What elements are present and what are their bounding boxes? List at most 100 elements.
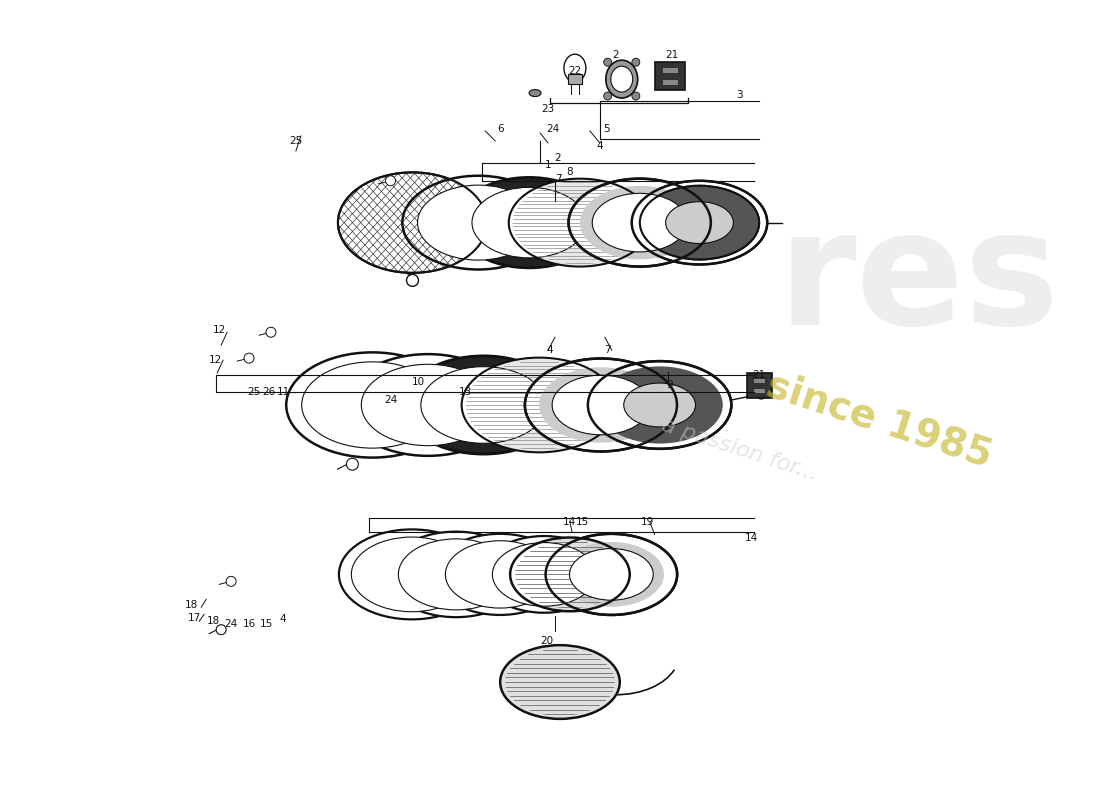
Circle shape bbox=[631, 58, 640, 66]
Text: 21: 21 bbox=[752, 370, 766, 380]
Circle shape bbox=[631, 92, 640, 100]
Ellipse shape bbox=[434, 534, 565, 615]
Text: 18: 18 bbox=[185, 600, 198, 610]
Ellipse shape bbox=[667, 202, 733, 243]
Text: 23: 23 bbox=[541, 104, 554, 114]
Ellipse shape bbox=[418, 185, 539, 260]
Ellipse shape bbox=[455, 178, 603, 268]
Ellipse shape bbox=[546, 534, 678, 615]
Text: 1: 1 bbox=[544, 160, 551, 170]
Ellipse shape bbox=[508, 178, 651, 266]
Ellipse shape bbox=[525, 358, 676, 451]
Text: 6: 6 bbox=[497, 124, 504, 134]
Ellipse shape bbox=[403, 176, 554, 270]
Circle shape bbox=[217, 625, 227, 634]
Text: 16: 16 bbox=[242, 619, 255, 630]
Ellipse shape bbox=[552, 375, 650, 434]
Text: 24: 24 bbox=[384, 395, 397, 405]
Text: 15: 15 bbox=[260, 619, 273, 630]
Ellipse shape bbox=[610, 66, 632, 92]
Ellipse shape bbox=[361, 364, 495, 446]
Ellipse shape bbox=[592, 194, 688, 252]
Text: 25: 25 bbox=[289, 136, 302, 146]
Text: 24: 24 bbox=[224, 619, 238, 630]
Ellipse shape bbox=[344, 354, 512, 456]
Ellipse shape bbox=[421, 366, 547, 443]
Circle shape bbox=[604, 92, 612, 100]
Text: 11: 11 bbox=[277, 387, 290, 397]
Circle shape bbox=[386, 176, 396, 186]
Text: 14: 14 bbox=[563, 517, 576, 526]
Circle shape bbox=[227, 576, 236, 586]
Ellipse shape bbox=[559, 542, 664, 607]
Ellipse shape bbox=[564, 54, 586, 82]
Bar bbox=[654, 62, 684, 90]
Ellipse shape bbox=[301, 362, 443, 448]
Ellipse shape bbox=[493, 542, 595, 606]
Circle shape bbox=[407, 274, 418, 286]
Circle shape bbox=[604, 58, 612, 66]
Ellipse shape bbox=[640, 186, 759, 259]
Ellipse shape bbox=[510, 538, 629, 611]
Ellipse shape bbox=[580, 186, 700, 259]
Bar bbox=[754, 388, 766, 393]
Text: 24: 24 bbox=[547, 124, 560, 134]
Text: since 1985: since 1985 bbox=[761, 366, 997, 474]
Ellipse shape bbox=[587, 361, 732, 449]
Bar bbox=[747, 373, 772, 398]
Ellipse shape bbox=[640, 186, 759, 259]
Text: 7: 7 bbox=[554, 174, 561, 184]
Text: 8: 8 bbox=[566, 166, 573, 177]
Text: 12: 12 bbox=[209, 355, 222, 365]
Circle shape bbox=[244, 353, 254, 363]
Text: 2: 2 bbox=[554, 153, 561, 163]
Bar bbox=[754, 378, 766, 383]
Circle shape bbox=[266, 327, 276, 338]
Text: 7: 7 bbox=[605, 345, 612, 355]
Bar bbox=[661, 67, 678, 73]
Ellipse shape bbox=[404, 356, 564, 454]
Ellipse shape bbox=[529, 90, 541, 97]
Ellipse shape bbox=[338, 172, 487, 273]
Ellipse shape bbox=[596, 366, 723, 443]
Ellipse shape bbox=[666, 202, 734, 243]
Text: 13: 13 bbox=[459, 387, 472, 397]
Ellipse shape bbox=[398, 539, 514, 610]
Circle shape bbox=[346, 458, 359, 470]
Text: res: res bbox=[778, 203, 1059, 358]
Ellipse shape bbox=[539, 367, 662, 442]
Text: 2: 2 bbox=[613, 50, 619, 60]
Ellipse shape bbox=[462, 358, 617, 452]
Ellipse shape bbox=[482, 536, 606, 613]
Text: 17: 17 bbox=[188, 614, 201, 623]
Ellipse shape bbox=[472, 187, 586, 258]
Text: 14: 14 bbox=[745, 533, 758, 542]
Text: 25: 25 bbox=[248, 387, 261, 397]
Bar bbox=[568, 74, 582, 84]
Ellipse shape bbox=[446, 541, 554, 608]
Text: 21: 21 bbox=[666, 50, 679, 60]
Ellipse shape bbox=[606, 60, 638, 98]
Ellipse shape bbox=[386, 532, 526, 617]
Text: 26: 26 bbox=[263, 387, 276, 397]
Text: 4: 4 bbox=[279, 614, 286, 624]
Text: 19: 19 bbox=[641, 517, 654, 526]
Text: 20: 20 bbox=[540, 636, 553, 646]
Text: 10: 10 bbox=[411, 377, 425, 387]
Text: 15: 15 bbox=[576, 517, 590, 526]
Text: 12: 12 bbox=[212, 326, 226, 335]
Text: 9: 9 bbox=[667, 380, 673, 390]
Ellipse shape bbox=[624, 383, 695, 427]
Ellipse shape bbox=[570, 549, 653, 600]
Text: 3: 3 bbox=[736, 90, 743, 100]
Ellipse shape bbox=[569, 178, 711, 266]
Circle shape bbox=[756, 387, 767, 399]
Bar bbox=[661, 79, 678, 85]
Text: 4: 4 bbox=[596, 141, 603, 151]
Ellipse shape bbox=[286, 352, 459, 458]
Ellipse shape bbox=[631, 181, 767, 265]
Text: 18: 18 bbox=[207, 616, 220, 626]
Text: 4: 4 bbox=[547, 345, 553, 355]
Text: 5: 5 bbox=[604, 124, 611, 134]
Ellipse shape bbox=[339, 530, 485, 619]
